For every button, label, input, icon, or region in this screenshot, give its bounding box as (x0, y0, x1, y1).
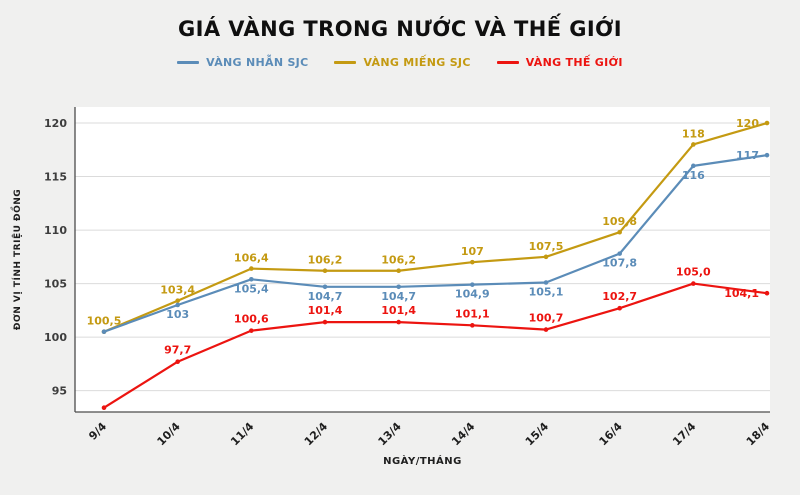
data-label: 120 (736, 117, 759, 130)
data-point (543, 280, 549, 285)
data-point (396, 284, 401, 290)
data-label: 103 (166, 308, 189, 321)
data-label: 104,9 (455, 288, 490, 301)
data-point (396, 319, 401, 325)
data-point (691, 163, 696, 169)
gold-price-chart: 95 100 105 110 115 120 9/4 10/4 11/4 12/4 13/4 14/4… (10, 107, 773, 467)
data-label: 107,5 (529, 240, 564, 253)
data-label: 100,5 (87, 315, 122, 328)
x-tick-label: 11/4 (228, 420, 257, 449)
series-line-0 (102, 154, 769, 333)
legend-line-swatch-blue (177, 60, 200, 64)
legend-label-vang-mieng-sjc: VÀNG MIẾNG SJC (363, 55, 471, 69)
data-label: 101,4 (381, 304, 416, 317)
data-label: 104,7 (381, 290, 416, 303)
legend-item-vang-the-gioi: VÀNG THẾ GIỚI (496, 55, 623, 69)
series-line-2 (102, 282, 769, 409)
x-tick-label: 17/4 (670, 420, 699, 449)
data-label: 118 (682, 127, 705, 140)
data-point (101, 405, 107, 411)
data-point (470, 259, 475, 265)
legend-line-swatch-red (496, 60, 519, 64)
legend-label-vang-nhan-sjc: VÀNG NHẪN SJC (206, 55, 309, 69)
x-tick-label: 14/4 (449, 420, 478, 449)
data-point (617, 229, 622, 235)
legend-label-vang-the-gioi: VÀNG THẾ GIỚI (525, 55, 623, 69)
data-label: 105,1 (529, 286, 564, 299)
legend-item-vang-mieng-sjc: VÀNG MIẾNG SJC (334, 56, 470, 69)
chart-title: GIÁ VÀNG TRONG NƯỚC VÀ THẾ GIỚI (177, 17, 623, 41)
data-label: 106,2 (308, 254, 343, 267)
data-label: 117 (736, 149, 759, 162)
plot-area (75, 107, 770, 412)
x-tick-label: 18/4 (744, 420, 773, 449)
x-tick-label: 12/4 (302, 420, 331, 449)
y-tick-label: 100 (44, 331, 67, 344)
x-tick-label: 10/4 (155, 420, 184, 449)
data-label: 106,2 (381, 254, 416, 267)
data-label: 103,4 (160, 284, 195, 297)
data-label: 105,4 (234, 282, 269, 295)
data-point (175, 359, 180, 365)
series-line-1 (102, 121, 769, 333)
data-label: 105,0 (676, 266, 711, 279)
y-tick-label: 120 (44, 117, 67, 130)
legend-item-vang-nhan-sjc: VÀNG NHẪN SJC (177, 56, 308, 69)
data-label: 101,4 (308, 304, 343, 317)
data-point (764, 290, 770, 296)
data-point (691, 281, 696, 286)
x-tick-label: 15/4 (523, 420, 552, 449)
data-label: 97,7 (164, 344, 191, 357)
data-point (691, 142, 696, 147)
data-point (470, 282, 475, 287)
y-axis-title: ĐƠN VỊ TÍNH TRIỆU ĐỒNG (10, 189, 23, 330)
data-point (175, 302, 180, 308)
data-point (764, 120, 770, 126)
data-label: 102,7 (602, 290, 637, 303)
data-point (396, 268, 401, 274)
data-label: 106,4 (234, 252, 269, 265)
x-tick-label: 16/4 (597, 420, 626, 449)
data-point (101, 329, 107, 335)
data-label: 100,6 (234, 313, 269, 326)
y-tick-label: 115 (44, 171, 67, 184)
data-label: 100,7 (529, 312, 564, 325)
data-point (617, 251, 622, 256)
data-point (322, 284, 328, 290)
data-label: 104,7 (308, 290, 343, 303)
data-point (249, 276, 254, 282)
chart-legend: VÀNG NHẪN SJC VÀNG MIẾNG SJC VÀNG THẾ GI… (0, 54, 800, 70)
data-label: 107,8 (602, 257, 637, 270)
data-point (543, 327, 549, 332)
x-tick-label: 13/4 (376, 420, 405, 449)
y-tick-label: 95 (52, 385, 67, 398)
data-label: 104,1 (724, 287, 759, 300)
data-point (470, 323, 475, 328)
data-label: 116 (682, 169, 705, 182)
x-axis-title: NGÀY/THÁNG (383, 454, 462, 467)
data-point (543, 254, 549, 260)
legend-line-swatch-gold (334, 60, 357, 64)
y-tick-label: 105 (44, 278, 67, 291)
data-point (322, 319, 328, 325)
data-label: 109,8 (602, 215, 637, 228)
data-point (249, 328, 254, 333)
data-point (617, 305, 622, 311)
y-tick-label: 110 (44, 224, 67, 237)
x-tick-label: 9/4 (86, 420, 109, 443)
data-label: 107 (461, 245, 484, 258)
data-point (249, 266, 254, 271)
data-point (175, 298, 180, 304)
data-label: 101,1 (455, 307, 490, 320)
data-point (764, 152, 770, 158)
data-point (322, 268, 328, 274)
